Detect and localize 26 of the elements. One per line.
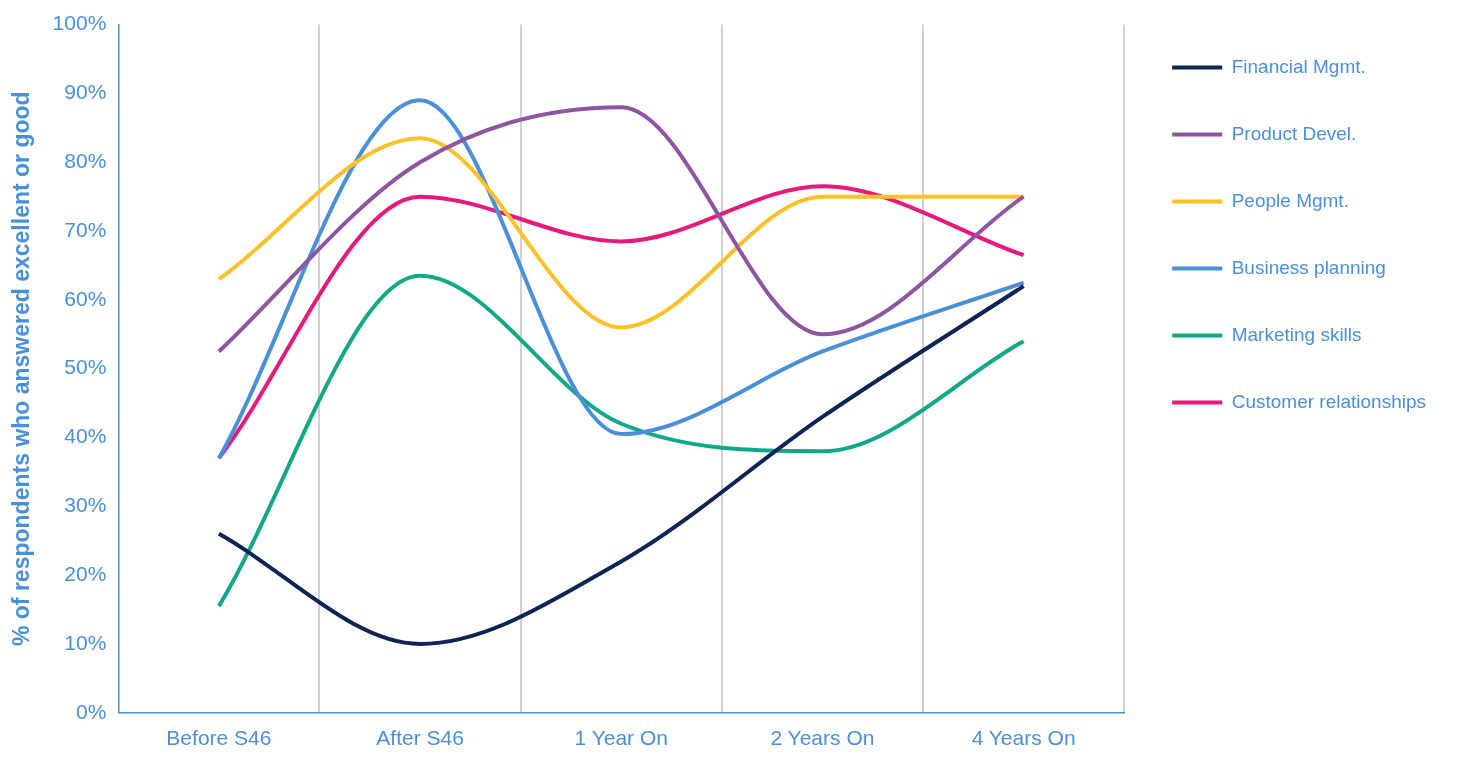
x-tick-label: After S46 (376, 726, 464, 750)
legend-label: Financial Mgmt. (1231, 55, 1366, 77)
y-tick-label: 50% (64, 355, 107, 379)
y-tick-label: 0% (75, 699, 107, 723)
x-tick-label: 1 Year On (574, 726, 668, 750)
y-tick-label: 100% (52, 11, 107, 35)
y-tick-label: 90% (64, 80, 107, 104)
legend-label: People Mgmt. (1231, 189, 1349, 211)
x-tick-label: Before S46 (166, 726, 272, 750)
y-tick-label: 70% (64, 217, 107, 241)
y-tick-label: 20% (64, 561, 107, 585)
y-axis-title: % of respondents who answered excellent or good (8, 91, 35, 647)
y-tick-label: 30% (64, 493, 107, 517)
legend-label: Marketing skills (1231, 323, 1362, 345)
y-tick-label: 80% (64, 149, 107, 173)
x-tick-label: 4 Years On (971, 726, 1076, 750)
legend-label: Product Devel. (1231, 122, 1357, 144)
line-series (216, 98, 1026, 461)
line-series (216, 136, 1026, 330)
y-tick-label: 10% (64, 630, 107, 654)
line-series (216, 105, 1026, 354)
y-tick-label: 60% (64, 286, 107, 310)
x-tick-label: 2 Years On (770, 726, 875, 750)
legend-label: Business planning (1231, 256, 1386, 278)
y-tick-label: 40% (64, 424, 107, 448)
legend-label: Customer relationships (1231, 390, 1427, 412)
